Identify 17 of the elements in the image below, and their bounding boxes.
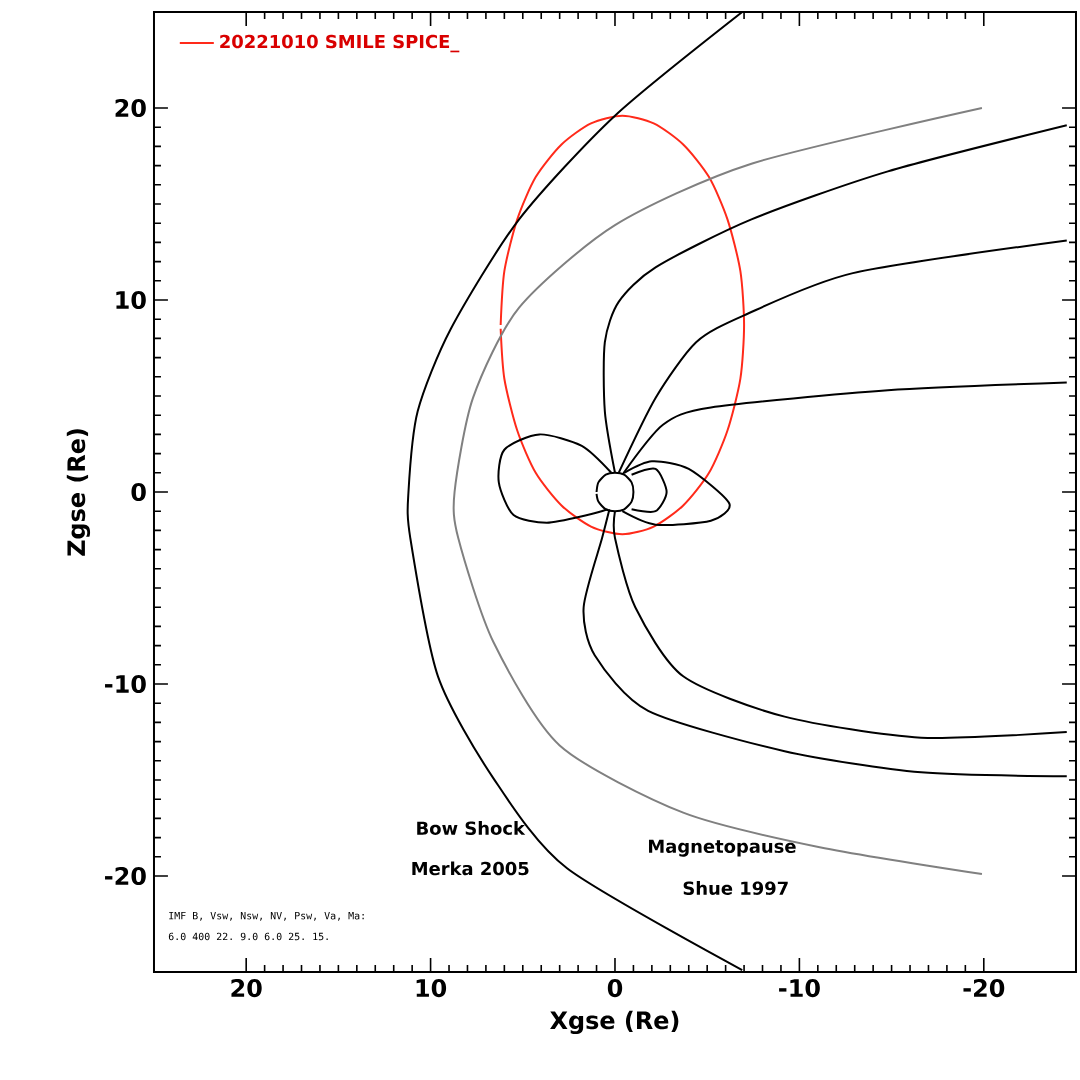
- annotation: Bow Shock: [417, 821, 526, 835]
- annotation: Magnetopause: [649, 839, 796, 857]
- x-tick-label: -10: [779, 979, 820, 998]
- x-tick-label: -20: [963, 979, 1005, 998]
- legend-label: 20221010 SMILE SPICE_: [220, 34, 460, 53]
- x-axis-title: Xgse (Re): [550, 1010, 679, 1035]
- x-tick-label: 20: [231, 979, 262, 998]
- y-tick-label: -20: [105, 866, 146, 886]
- y-tick-label: 10: [116, 290, 146, 310]
- annotation: Shue 1997: [683, 881, 788, 895]
- x-tick-label: 0: [607, 979, 623, 998]
- y-tick-label: -10: [105, 674, 146, 694]
- y-tick-label: 20: [115, 98, 146, 118]
- x-tick-label: 10: [416, 979, 447, 998]
- annotation: Merka 2005: [412, 861, 529, 876]
- y-axis-title: Zgse (Re): [66, 429, 91, 556]
- y-tick-label: 0: [131, 482, 146, 502]
